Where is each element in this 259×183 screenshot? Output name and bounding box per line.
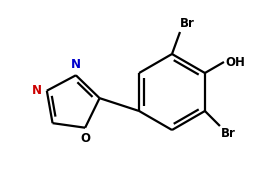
Text: N: N: [32, 84, 42, 97]
Text: OH: OH: [225, 55, 245, 68]
Text: O: O: [80, 132, 90, 145]
Text: Br: Br: [221, 127, 236, 140]
Text: N: N: [71, 58, 81, 71]
Text: Br: Br: [180, 17, 195, 30]
